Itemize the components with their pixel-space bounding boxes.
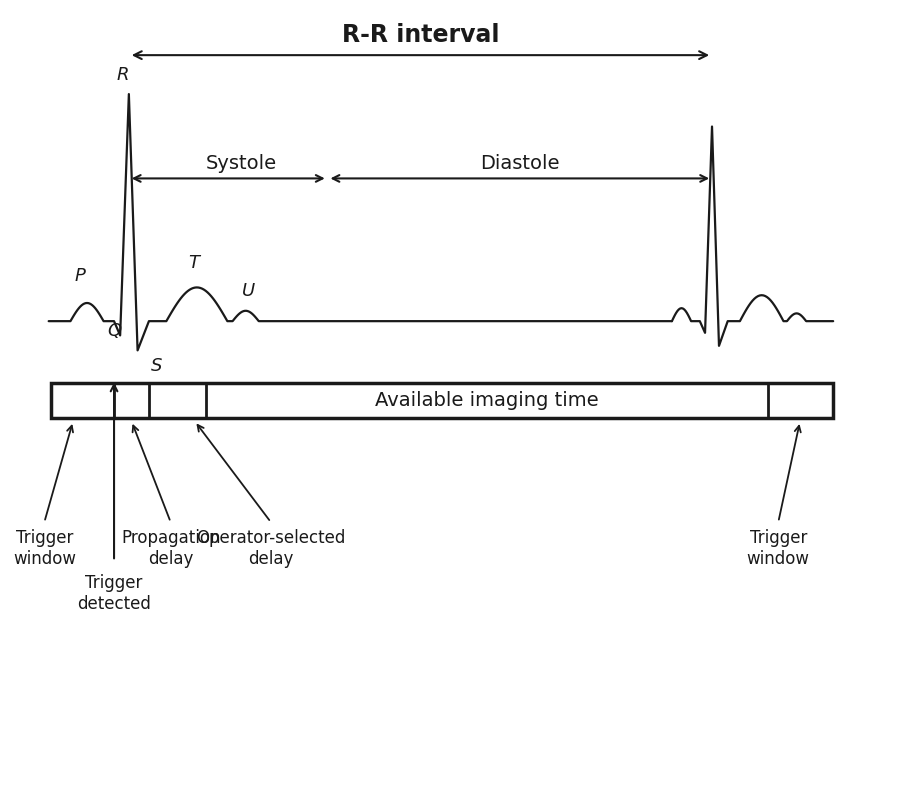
- Text: Available imaging time: Available imaging time: [375, 391, 598, 410]
- Text: Diastole: Diastole: [480, 154, 559, 174]
- Text: R: R: [116, 67, 129, 84]
- Text: U: U: [242, 282, 255, 300]
- Text: T: T: [188, 255, 199, 272]
- Text: Operator-selected
delay: Operator-selected delay: [196, 529, 346, 568]
- Text: Q: Q: [107, 323, 121, 341]
- Text: P: P: [74, 268, 85, 285]
- Bar: [51, 383, 834, 418]
- Text: Systole: Systole: [206, 154, 277, 174]
- Text: R-R interval: R-R interval: [341, 24, 499, 47]
- Text: Trigger
window: Trigger window: [746, 529, 810, 568]
- Text: Trigger
detected: Trigger detected: [77, 574, 151, 613]
- Text: Trigger
window: Trigger window: [13, 529, 75, 568]
- Text: S: S: [151, 357, 162, 375]
- Text: Propagation
delay: Propagation delay: [121, 529, 221, 568]
